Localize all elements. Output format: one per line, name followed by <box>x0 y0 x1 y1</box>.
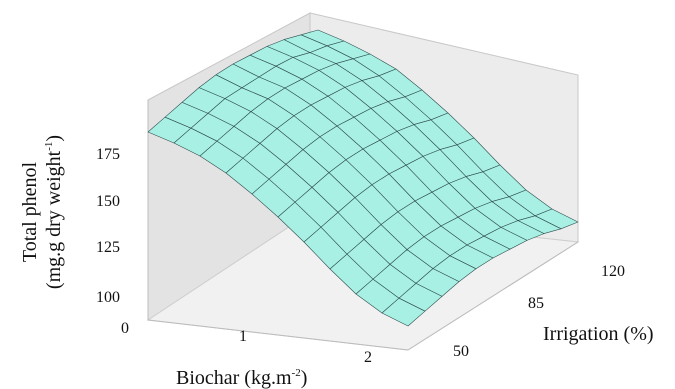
x-tick-1: 1 <box>239 328 247 345</box>
x-axis-line <box>147 319 409 351</box>
z-tick-100: 100 <box>96 289 120 306</box>
y-axis-line <box>407 241 579 351</box>
y-tick-50: 50 <box>453 343 469 360</box>
z-axis-title-line1: Total phenol <box>19 161 41 262</box>
z-tick-175: 175 <box>96 146 120 163</box>
x-tick-2: 2 <box>364 349 372 366</box>
x-tick-labels: 0 1 2 <box>121 320 372 366</box>
z-axis-title-line2: (mg.g dry weight-1) <box>43 135 65 289</box>
z-axis-title: Total phenol (mg.g dry weight-1) <box>19 135 65 289</box>
y-tick-120: 120 <box>601 263 625 280</box>
z-tick-150: 150 <box>96 193 120 210</box>
y-axis-title: Irrigation (%) <box>543 323 654 345</box>
y-tick-85: 85 <box>528 295 544 312</box>
surface-mesh <box>147 29 579 327</box>
surface-cell-9-0 <box>381 297 426 327</box>
x-axis-title: Biochar (kg.m-2) <box>176 367 307 389</box>
z-tick-125: 125 <box>96 239 120 256</box>
y-tick-labels: 50 85 120 <box>453 263 625 360</box>
z-tick-labels: 100 125 150 175 <box>96 146 120 306</box>
x-tick-0: 0 <box>121 320 129 337</box>
